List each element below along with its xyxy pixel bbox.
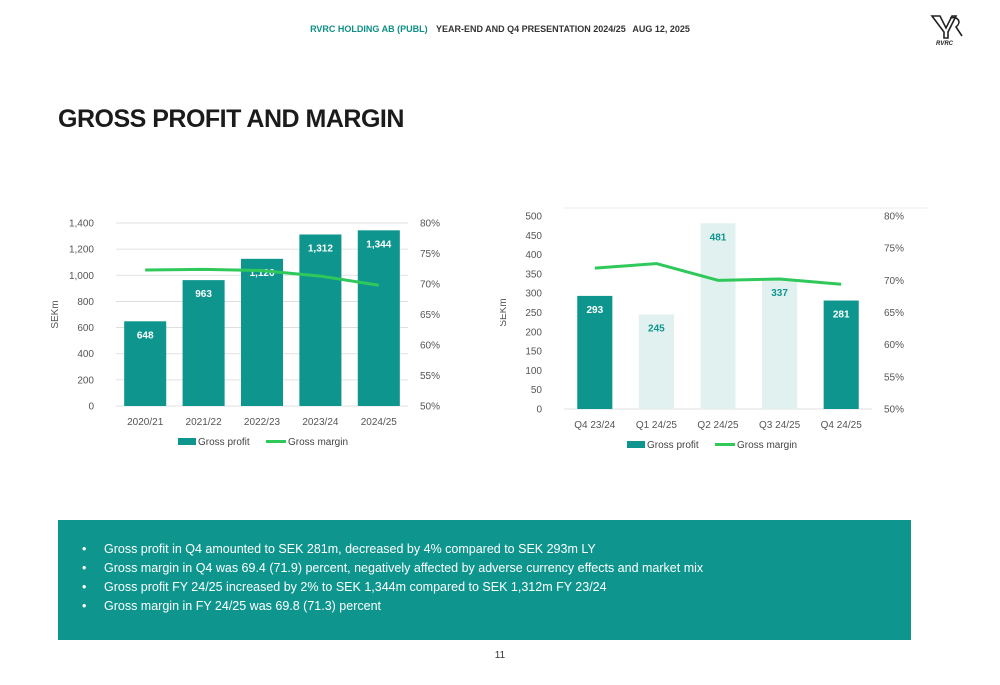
- y-tick-label: 400: [525, 250, 542, 261]
- y2-tick-label: 55%: [884, 372, 904, 383]
- company-name: RVRC HOLDING AB (PUBL): [310, 24, 428, 34]
- y-tick-label: 600: [77, 323, 94, 334]
- bar-data-label: 648: [137, 330, 154, 341]
- x-tick-label: 2021/22: [186, 417, 223, 428]
- page-number: 11: [494, 650, 506, 661]
- y-tick-label: 150: [525, 347, 542, 358]
- presentation-header: RVRC HOLDING AB (PUBL) YEAR-END AND Q4 P…: [0, 24, 1000, 34]
- legend-label-gross-profit: Gross profit: [198, 437, 250, 448]
- key-point: Gross profit in Q4 amounted to SEK 281m,…: [82, 540, 911, 559]
- y-tick-label: 200: [525, 327, 542, 338]
- presentation-name: YEAR-END AND Q4 PRESENTATION 2024/25: [435, 24, 626, 34]
- key-points-box: Gross profit in Q4 amounted to SEK 281m,…: [58, 520, 911, 640]
- y-tick-label: 400: [77, 349, 94, 360]
- legend-swatch-gross-profit: [627, 441, 645, 448]
- bar-data-label: 963: [195, 289, 212, 300]
- x-tick-label: Q3 24/25: [759, 420, 801, 431]
- bar: [240, 258, 284, 406]
- y-tick-label: 450: [525, 231, 542, 242]
- legend-swatch-gross-profit: [178, 438, 196, 445]
- y2-tick-label: 60%: [884, 340, 904, 351]
- y2-tick-label: 75%: [420, 249, 440, 260]
- gross-margin-line: [145, 267, 380, 287]
- bar-data-label: 1,312: [308, 244, 333, 255]
- x-tick-label: 2024/25: [361, 417, 398, 428]
- y2-tick-label: 55%: [420, 371, 440, 382]
- y-tick-label: 50: [531, 385, 543, 396]
- y2-tick-label: 80%: [884, 212, 904, 223]
- y-tick-label: 800: [77, 297, 94, 308]
- bar: [577, 295, 613, 409]
- gross-profit-annual-chart: 0 200 400 600 800 1,000 1,200 1,400 50% 55% 60% 65%…: [50, 219, 440, 449]
- bar: [762, 278, 798, 409]
- bar: [357, 230, 400, 406]
- y-tick-label: 350: [525, 269, 542, 280]
- y-tick-label: 300: [525, 289, 542, 300]
- y-tick-label: 1,000: [69, 271, 94, 282]
- bar: [182, 280, 225, 406]
- bar: [299, 234, 342, 406]
- y-tick-label: 500: [525, 212, 542, 223]
- x-tick-label: 2020/21: [127, 417, 164, 428]
- page-title: GROSS PROFIT AND MARGIN: [58, 105, 404, 133]
- logo-text: RVRC: [936, 41, 954, 47]
- y2-tick-label: 50%: [884, 405, 904, 416]
- y-tick-label: 0: [88, 402, 94, 413]
- presentation-date: AUG 12, 2025: [632, 24, 690, 34]
- y2-tick-label: 50%: [420, 402, 440, 413]
- y2-tick-label: 65%: [884, 308, 904, 319]
- x-tick-label: Q1 24/25: [636, 420, 678, 431]
- legend-label-gross-margin: Gross margin: [737, 440, 797, 451]
- bar: [700, 223, 736, 409]
- y2-tick-label: 70%: [884, 276, 904, 287]
- y-tick-label: 0: [536, 405, 542, 416]
- bar-data-label: 337: [771, 288, 788, 299]
- bar-data-label: 1,126: [249, 268, 274, 279]
- x-tick-label: Q2 24/25: [697, 420, 739, 431]
- y2-tick-label: 70%: [420, 280, 440, 291]
- y2-tick-label: 65%: [420, 310, 440, 321]
- x-tick-label: Q4 23/24: [574, 420, 616, 431]
- x-tick-label: 2022/23: [244, 417, 281, 428]
- key-point: Gross profit FY 24/25 increased by 2% to…: [82, 578, 911, 597]
- legend-label-gross-profit: Gross profit: [647, 440, 699, 451]
- y-axis-label: SEKm: [500, 298, 509, 326]
- y2-tick-label: 75%: [884, 244, 904, 255]
- gross-profit-quarterly-chart: 0 50 100 150 200 250 300 350 400 450 500 50% 55% 60% 6…: [500, 207, 927, 451]
- gross-margin-line: [594, 262, 842, 286]
- bar-data-label: 281: [833, 310, 850, 321]
- y-tick-label: 1,200: [69, 245, 94, 256]
- bar-data-label: 1,344: [366, 239, 391, 250]
- bar-data-label: 481: [710, 232, 727, 243]
- rvrc-logo-icon: RVRC: [930, 15, 963, 47]
- key-points-list: Gross profit in Q4 amounted to SEK 281m,…: [58, 520, 911, 616]
- key-point: Gross margin in Q4 was 69.4 (71.9) perce…: [82, 559, 911, 578]
- bar-data-label: 245: [648, 323, 665, 334]
- bar: [823, 300, 859, 409]
- bar: [124, 321, 167, 406]
- x-tick-label: 2023/24: [302, 417, 339, 428]
- x-tick-label: Q4 24/25: [821, 420, 863, 431]
- legend-label-gross-margin: Gross margin: [288, 437, 348, 448]
- y2-tick-label: 60%: [420, 341, 440, 352]
- y-axis-label: SEKm: [50, 300, 61, 328]
- y-tick-label: 200: [77, 375, 94, 386]
- bar: [638, 314, 674, 409]
- y-tick-label: 100: [525, 366, 542, 377]
- key-point: Gross margin in FY 24/25 was 69.8 (71.3)…: [82, 597, 911, 616]
- bar-data-label: 293: [586, 305, 603, 316]
- y-tick-label: 1,400: [69, 219, 94, 230]
- y2-tick-label: 80%: [420, 219, 440, 230]
- y-tick-label: 250: [525, 308, 542, 319]
